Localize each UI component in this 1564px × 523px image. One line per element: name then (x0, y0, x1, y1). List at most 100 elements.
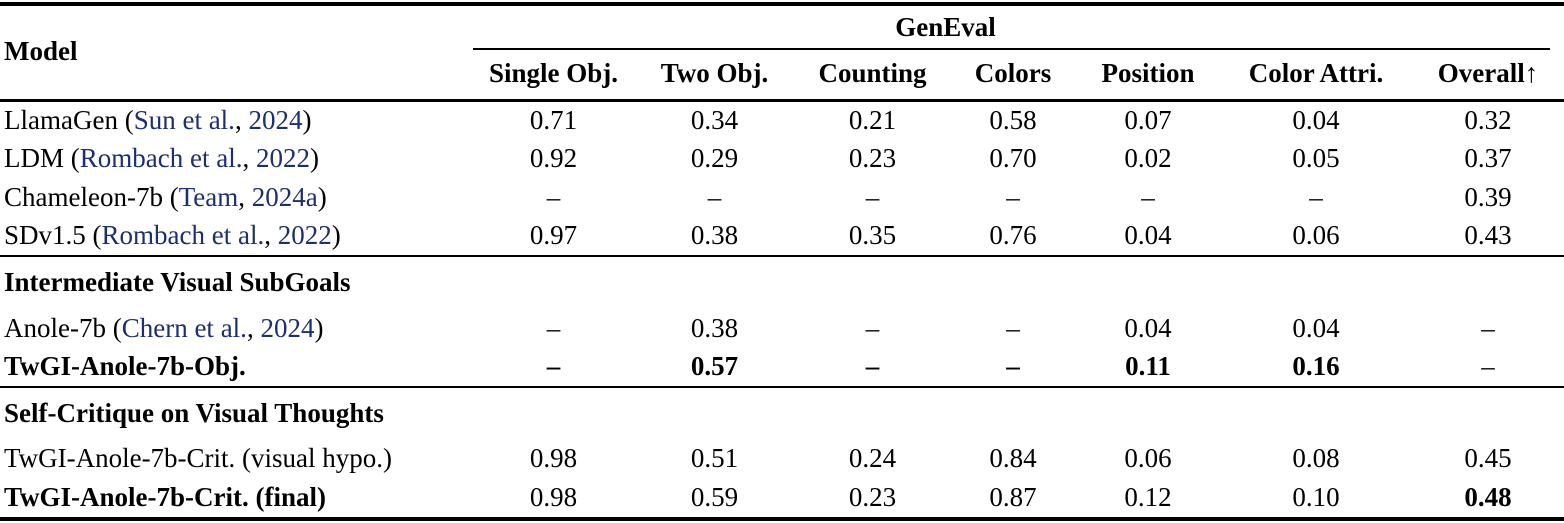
value-cell: – (546, 350, 561, 381)
table-row-twgi-obj: TwGI-Anole-7b-Obj. – 0.57 – – 0.11 0.16 … (0, 348, 1564, 387)
value-cell: 0.11 (1125, 350, 1171, 381)
value-cell: 0.04 (1124, 312, 1172, 343)
value-cell: – (1309, 181, 1323, 212)
value-cell: 0.39 (1464, 181, 1512, 212)
model-column-header: Model (0, 4, 473, 102)
value-cell: 0.71 (529, 104, 578, 135)
citation-link[interactable]: Team (178, 181, 239, 212)
model-name-suffix: ) (309, 143, 319, 174)
value-cell: 0.07 (1124, 104, 1172, 135)
column-header-row: Single Obj. Two Obj. Counting Colors Pos… (0, 50, 1564, 102)
group-header-row: Model GenEval (0, 4, 1564, 102)
value-cell: 0.48 (1464, 481, 1512, 512)
table-row-anole: Anole-7b (Chern et al., 2024) – 0.38 – –… (0, 309, 1564, 347)
value-cell: – (865, 181, 880, 212)
table-row-sdv15: SDv1.5 (Rombach et al., 2022) 0.97 0.38 … (0, 217, 1564, 256)
model-name: Chameleon-7b ( (4, 181, 179, 212)
value-cell: – (865, 312, 880, 343)
col-header-position: Position (1076, 50, 1220, 102)
model-cell: TwGI-Anole-7b-Crit. (final) (4, 481, 326, 512)
value-cell: 0.87 (989, 481, 1037, 512)
value-cell: 0.37 (1464, 143, 1512, 174)
citation-year-link[interactable]: 2024 (248, 104, 303, 135)
model-name: SDv1.5 ( (4, 219, 102, 250)
section-header-row: Intermediate Visual SubGoals (0, 254, 1564, 310)
value-cell: 0.35 (848, 219, 897, 250)
value-cell: 0.23 (848, 481, 897, 512)
table-row-twgi-crit-hypo: TwGI-Anole-7b-Crit. (visual hypo.) 0.98 … (0, 440, 1564, 478)
value-cell: – (1141, 181, 1155, 212)
model-name-suffix: ) (331, 219, 341, 250)
value-cell: 0.59 (690, 481, 739, 512)
value-cell: – (1481, 312, 1495, 343)
citation-year-link[interactable]: 2022 (255, 143, 310, 174)
citation-link[interactable]: Chern et al. (121, 312, 247, 343)
table-row-twgi-crit-final: TwGI-Anole-7b-Crit. (final) 0.98 0.59 0.… (0, 479, 1564, 519)
table-row-ldm: LDM (Rombach et al., 2022) 0.92 0.29 0.2… (0, 140, 1564, 178)
value-cell: – (865, 350, 880, 381)
citation-year-link[interactable]: 2024 (260, 312, 315, 343)
section-label: Intermediate Visual SubGoals (0, 254, 1564, 310)
value-cell: – (546, 181, 561, 212)
value-cell: 0.23 (848, 143, 897, 174)
section-header-row: Self-Critique on Visual Thoughts (0, 385, 1564, 441)
value-cell: 0.43 (1464, 219, 1512, 250)
value-cell: 0.45 (1464, 443, 1512, 474)
table-row-llamagen: LlamaGen (Sun et al., 2024) 0.71 0.34 0.… (0, 100, 1564, 140)
citation-separator: , (234, 104, 249, 135)
value-cell: 0.98 (529, 443, 578, 474)
model-cell: Chameleon-7b (Team, 2024a) (0, 178, 473, 216)
model-cell: LlamaGen (Sun et al., 2024) (0, 100, 473, 140)
value-cell: 0.58 (989, 104, 1037, 135)
cmidrule-line (473, 48, 1551, 50)
value-cell: 0.12 (1124, 481, 1172, 512)
value-cell: 0.32 (1464, 104, 1512, 135)
value-cell: 0.16 (1292, 350, 1340, 381)
value-cell: – (707, 181, 722, 212)
citation-year-link[interactable]: 2024a (251, 181, 318, 212)
citation-year-link[interactable]: 2022 (277, 219, 332, 250)
value-cell: – (546, 312, 561, 343)
model-name: LDM ( (4, 143, 80, 174)
col-header-counting: Counting (795, 50, 950, 102)
value-cell: 0.06 (1124, 443, 1172, 474)
value-cell: 0.98 (529, 481, 578, 512)
model-name-suffix: ) (302, 104, 312, 135)
value-cell: 0.92 (529, 143, 578, 174)
value-cell: 0.21 (848, 104, 897, 135)
citation-link[interactable]: Rombach et al. (79, 143, 243, 174)
col-header-single-obj: Single Obj. (473, 50, 634, 102)
table-row-chameleon: Chameleon-7b (Team, 2024a) – – – – – – 0… (0, 178, 1564, 216)
citation-link[interactable]: Sun et al. (133, 104, 235, 135)
value-cell: 0.24 (848, 443, 897, 474)
value-cell: 0.38 (690, 219, 739, 250)
value-cell: 0.10 (1292, 481, 1340, 512)
citation-link[interactable]: Rombach et al. (101, 219, 265, 250)
model-name-suffix: ) (317, 181, 327, 212)
value-cell: 0.70 (989, 143, 1037, 174)
value-cell: 0.76 (989, 219, 1037, 250)
citation-separator: , (242, 143, 256, 174)
value-cell: 0.06 (1292, 219, 1340, 250)
model-cell: SDv1.5 (Rombach et al., 2022) (0, 217, 473, 256)
model-name-suffix: ) (314, 312, 324, 343)
col-header-two-obj: Two Obj. (634, 50, 795, 102)
section-label: Self-Critique on Visual Thoughts (0, 385, 1564, 441)
model-cell: TwGI-Anole-7b-Obj. (4, 350, 246, 381)
value-cell: 0.04 (1292, 312, 1340, 343)
citation-separator: , (264, 219, 278, 250)
value-cell: – (1006, 312, 1020, 343)
col-header-color-attri: Color Attri. (1220, 50, 1412, 102)
geneval-group-label: GenEval (895, 12, 996, 43)
value-cell: 0.84 (989, 443, 1037, 474)
value-cell: 0.38 (690, 312, 739, 343)
value-cell: 0.04 (1124, 219, 1172, 250)
overall-label: Overall (1437, 58, 1525, 89)
value-cell: – (1006, 181, 1020, 212)
model-name: Anole-7b ( (4, 312, 122, 343)
model-cell: TwGI-Anole-7b-Crit. (visual hypo.) (4, 443, 393, 474)
value-cell: 0.51 (690, 443, 739, 474)
value-cell: 0.34 (690, 104, 739, 135)
col-header-overall: Overall↑ (1412, 50, 1564, 102)
